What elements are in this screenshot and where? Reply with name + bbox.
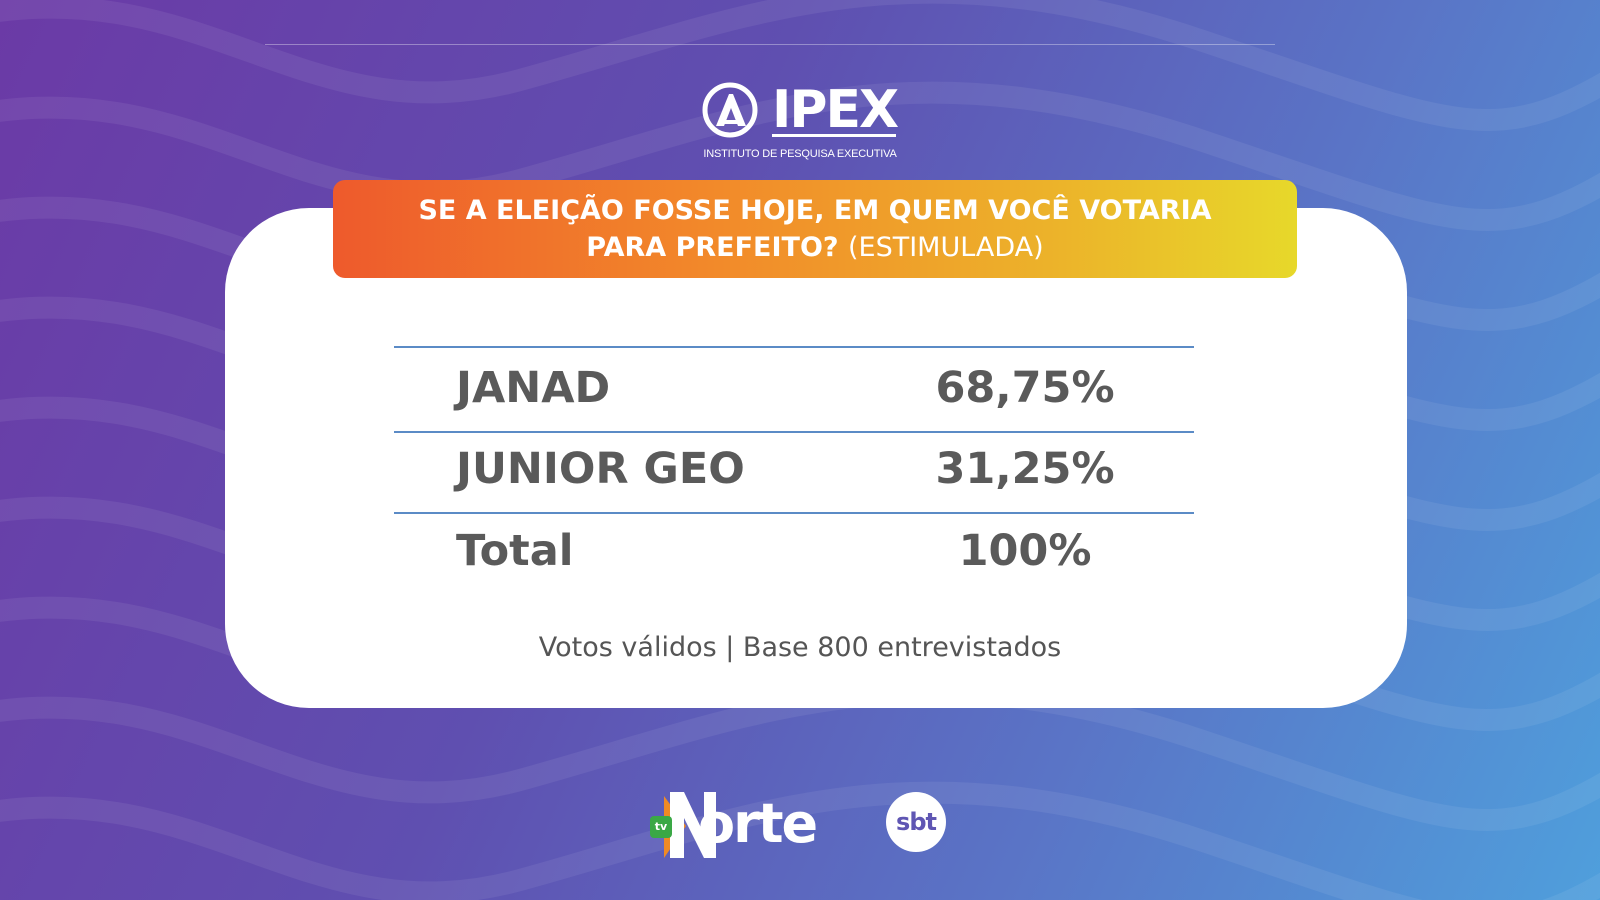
top-divider [265,44,1275,45]
question-line-1: SE A ELEIÇÃO FOSSE HOJE, EM QUEM VOCÊ VO… [418,195,1212,226]
question-line-2-sub: (ESTIMULADA) [847,232,1044,263]
candidate-name: JANAD [456,363,611,413]
question-banner: SE A ELEIÇÃO FOSSE HOJE, EM QUEM VOCÊ VO… [333,180,1297,278]
total-label: Total [456,526,574,576]
results-card [225,208,1407,708]
total-value: 100% [958,526,1092,576]
norte-wordmark: orte [698,792,818,855]
candidate-percentage: 31,25% [935,444,1115,494]
ipex-logo-underline [772,134,896,137]
candidate-name: JUNIOR GEO [456,444,745,494]
candidate-percentage: 68,75% [935,363,1115,413]
norte-n-icon [664,792,716,858]
ipex-logo: IPEX INSTITUTO DE PESQUISA EXECUTIVA [700,78,900,168]
question-line-2-main: PARA PREFEITO? [586,232,839,263]
question-line-2: PARA PREFEITO? (ESTIMULADA) [333,229,1297,266]
ipex-logo-icon [702,82,758,138]
ipex-logo-wordmark: IPEX [772,80,899,140]
table-rule [394,512,1194,514]
tv-norte-logo: tv orte [650,786,850,866]
sample-footnote: Votos válidos | Base 800 entrevistados [538,632,1062,663]
ipex-logo-subtitle: INSTITUTO DE PESQUISA EXECUTIVA [703,148,897,160]
table-rule-top [394,346,1194,348]
table-rule [394,431,1194,433]
sbt-logo: sbt [886,792,946,852]
tv-badge: tv [650,816,672,838]
